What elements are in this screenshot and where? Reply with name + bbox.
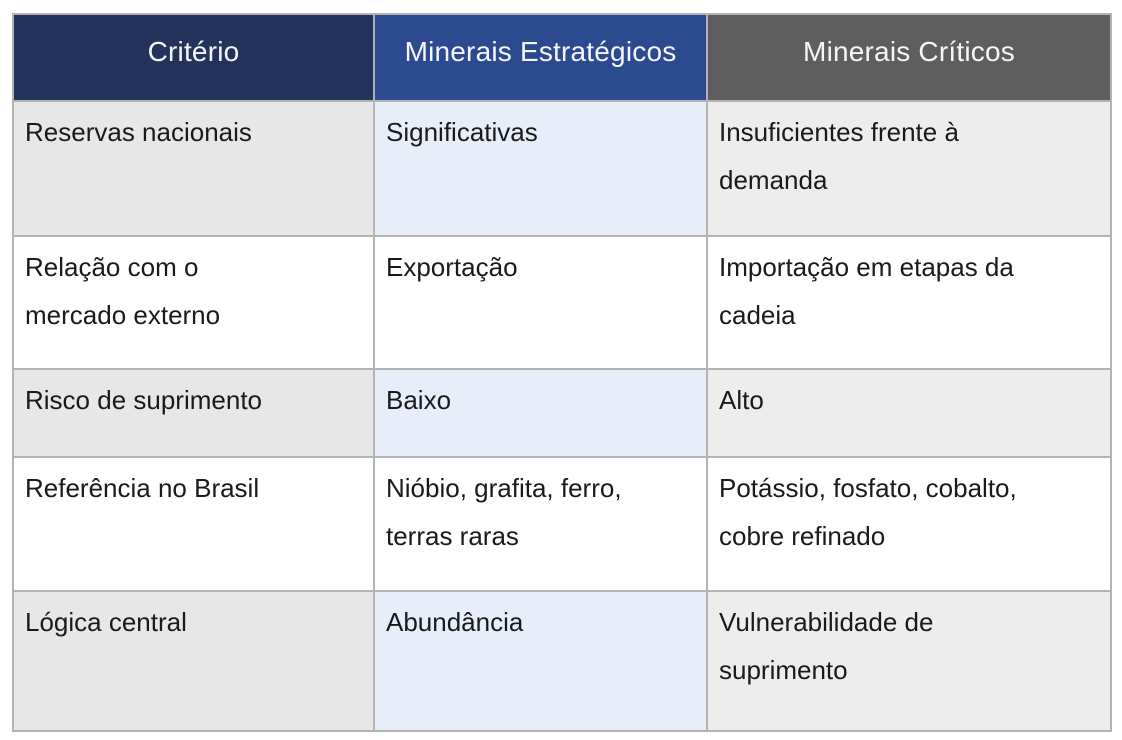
table-header-row: Critério Minerais Estratégicos Minerais …: [12, 13, 1112, 102]
table-row: Referência no Brasil Nióbio, grafita, fe…: [12, 456, 1112, 592]
cell-reservas-estrategicos: Significativas: [373, 100, 708, 237]
cell-risco-estrategicos: Baixo: [373, 368, 708, 458]
cell-mercado-criticos: Importação em etapas da cadeia: [706, 235, 1112, 370]
table-row: Lógica central Abundância Vulnerabilidad…: [12, 590, 1112, 732]
table-row: Relação com o mercado externo Exportação…: [12, 235, 1112, 370]
cell-reservas-criterio: Reservas nacionais: [12, 100, 375, 237]
minerals-comparison-table: Critério Minerais Estratégicos Minerais …: [12, 13, 1112, 732]
cell-referencia-estrategicos: Nióbio, grafita, ferro, terras raras: [373, 456, 708, 592]
column-header-criterio: Critério: [12, 13, 375, 102]
cell-risco-criticos: Alto: [706, 368, 1112, 458]
table-row: Reservas nacionais Significativas Insufi…: [12, 100, 1112, 237]
cell-logica-estrategicos: Abundância: [373, 590, 708, 732]
cell-logica-criterio: Lógica central: [12, 590, 375, 732]
table-row: Risco de suprimento Baixo Alto: [12, 368, 1112, 458]
cell-mercado-criterio: Relação com o mercado externo: [12, 235, 375, 370]
cell-logica-criticos: Vulnerabilidade de suprimento: [706, 590, 1112, 732]
cell-referencia-criterio: Referência no Brasil: [12, 456, 375, 592]
cell-reservas-criticos: Insuficientes frente à demanda: [706, 100, 1112, 237]
column-header-minerais-estrategicos: Minerais Estratégicos: [373, 13, 708, 102]
column-header-minerais-criticos: Minerais Críticos: [706, 13, 1112, 102]
cell-risco-criterio: Risco de suprimento: [12, 368, 375, 458]
cell-mercado-estrategicos: Exportação: [373, 235, 708, 370]
cell-referencia-criticos: Potássio, fosfato, cobalto, cobre refina…: [706, 456, 1112, 592]
